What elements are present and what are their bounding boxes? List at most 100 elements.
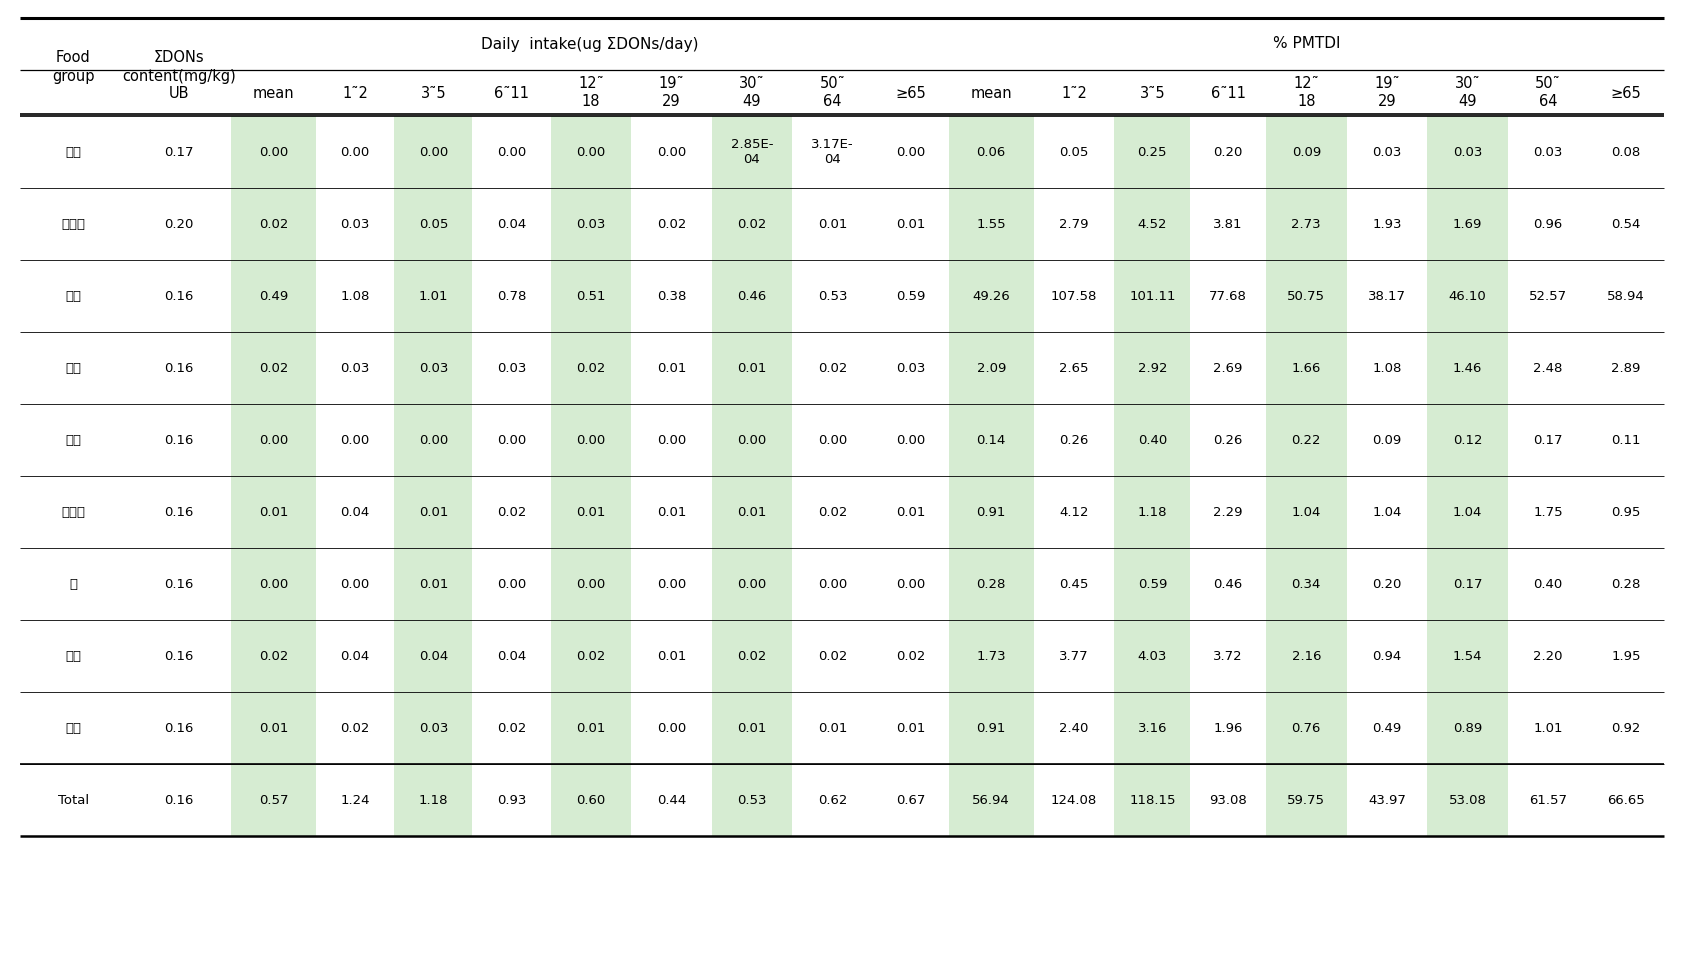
Text: 0.96: 0.96 bbox=[1534, 217, 1563, 231]
Text: 2.73: 2.73 bbox=[1292, 217, 1322, 231]
Text: 1.24: 1.24 bbox=[340, 794, 370, 806]
Text: 1.96: 1.96 bbox=[1214, 722, 1243, 734]
Text: 77.68: 77.68 bbox=[1209, 289, 1248, 303]
Text: 3.77: 3.77 bbox=[1059, 650, 1090, 662]
Text: 50˜
64: 50˜ 64 bbox=[1536, 77, 1561, 109]
Text: 0.00: 0.00 bbox=[497, 578, 525, 590]
Text: 0.54: 0.54 bbox=[1612, 217, 1640, 231]
Text: 1.95: 1.95 bbox=[1612, 650, 1640, 662]
Text: 0.04: 0.04 bbox=[497, 217, 525, 231]
Text: 0.02: 0.02 bbox=[896, 650, 926, 662]
Text: 1.18: 1.18 bbox=[419, 794, 448, 806]
Text: 0.03: 0.03 bbox=[497, 361, 525, 374]
Text: 0.02: 0.02 bbox=[259, 650, 288, 662]
Text: 0.00: 0.00 bbox=[738, 578, 766, 590]
Text: 0.00: 0.00 bbox=[340, 578, 370, 590]
Text: 50˜
64: 50˜ 64 bbox=[820, 77, 845, 109]
Text: 0.44: 0.44 bbox=[657, 794, 685, 806]
Text: 52.57: 52.57 bbox=[1529, 289, 1568, 303]
Text: 0.95: 0.95 bbox=[1612, 506, 1640, 518]
Text: 0.09: 0.09 bbox=[1372, 433, 1401, 446]
Text: 4.12: 4.12 bbox=[1059, 506, 1090, 518]
Text: 0.40: 0.40 bbox=[1534, 578, 1563, 590]
Text: 0.78: 0.78 bbox=[497, 289, 525, 303]
Text: 0.02: 0.02 bbox=[259, 217, 288, 231]
Text: 0.02: 0.02 bbox=[576, 361, 606, 374]
Text: 0.59: 0.59 bbox=[896, 289, 926, 303]
Bar bbox=[1266, 116, 1347, 836]
Text: 2.40: 2.40 bbox=[1059, 722, 1090, 734]
Text: 0.05: 0.05 bbox=[1059, 145, 1090, 159]
Text: 0.00: 0.00 bbox=[657, 433, 685, 446]
Text: 0.28: 0.28 bbox=[977, 578, 1005, 590]
Text: 0.00: 0.00 bbox=[896, 145, 925, 159]
Text: 3.72: 3.72 bbox=[1212, 650, 1243, 662]
Text: 3.16: 3.16 bbox=[1138, 722, 1167, 734]
Text: 0.89: 0.89 bbox=[1453, 722, 1482, 734]
Text: 2.79: 2.79 bbox=[1059, 217, 1090, 231]
Text: 0.01: 0.01 bbox=[576, 506, 606, 518]
Bar bbox=[948, 116, 1034, 836]
Bar bbox=[1115, 116, 1191, 836]
Text: 0.06: 0.06 bbox=[977, 145, 1005, 159]
Text: 0.93: 0.93 bbox=[497, 794, 525, 806]
Text: 2.48: 2.48 bbox=[1532, 361, 1563, 374]
Text: 1.01: 1.01 bbox=[419, 289, 448, 303]
Text: 기장: 기장 bbox=[66, 145, 81, 159]
Text: Daily  intake(ug ΣDONs/day): Daily intake(ug ΣDONs/day) bbox=[482, 36, 699, 52]
Text: 6˜11: 6˜11 bbox=[493, 86, 529, 100]
Text: 0.40: 0.40 bbox=[1138, 433, 1167, 446]
Text: 0.01: 0.01 bbox=[657, 650, 685, 662]
Text: 0.04: 0.04 bbox=[497, 650, 525, 662]
Text: 0.76: 0.76 bbox=[1292, 722, 1320, 734]
Text: 0.51: 0.51 bbox=[576, 289, 606, 303]
Text: 0.03: 0.03 bbox=[896, 361, 926, 374]
Text: 옥수수: 옥수수 bbox=[61, 506, 86, 518]
Text: 0.01: 0.01 bbox=[419, 506, 448, 518]
Text: 0.03: 0.03 bbox=[419, 722, 448, 734]
Text: 0.01: 0.01 bbox=[738, 361, 766, 374]
Text: 107.58: 107.58 bbox=[1051, 289, 1098, 303]
Text: 43.97: 43.97 bbox=[1367, 794, 1406, 806]
Text: 0.04: 0.04 bbox=[340, 506, 370, 518]
Text: 0.00: 0.00 bbox=[896, 578, 925, 590]
Text: 0.00: 0.00 bbox=[657, 145, 685, 159]
Text: 0.17: 0.17 bbox=[163, 145, 194, 159]
Text: 1.46: 1.46 bbox=[1453, 361, 1482, 374]
Text: 0.01: 0.01 bbox=[576, 722, 606, 734]
Text: 1.93: 1.93 bbox=[1372, 217, 1401, 231]
Text: 0.00: 0.00 bbox=[657, 722, 685, 734]
Text: 0.03: 0.03 bbox=[1372, 145, 1401, 159]
Text: 0.92: 0.92 bbox=[1612, 722, 1640, 734]
Text: 0.11: 0.11 bbox=[1612, 433, 1640, 446]
Text: 0.00: 0.00 bbox=[259, 145, 288, 159]
Text: 0.00: 0.00 bbox=[818, 578, 847, 590]
Text: 19˜
29: 19˜ 29 bbox=[658, 77, 684, 109]
Text: 58.94: 58.94 bbox=[1607, 289, 1645, 303]
Text: 0.12: 0.12 bbox=[1453, 433, 1482, 446]
Text: 0.17: 0.17 bbox=[1453, 578, 1482, 590]
Text: 12˜
18: 12˜ 18 bbox=[578, 77, 605, 109]
Text: 0.02: 0.02 bbox=[738, 650, 766, 662]
Text: 0.02: 0.02 bbox=[497, 506, 525, 518]
Text: 찹쌍: 찹쌍 bbox=[66, 650, 81, 662]
Text: Total: Total bbox=[57, 794, 89, 806]
Text: 보리: 보리 bbox=[66, 361, 81, 374]
Text: UB: UB bbox=[168, 86, 189, 100]
Bar bbox=[551, 116, 632, 836]
Text: 0.02: 0.02 bbox=[576, 650, 606, 662]
Text: 46.10: 46.10 bbox=[1448, 289, 1487, 303]
Text: 0.00: 0.00 bbox=[896, 433, 925, 446]
Text: 0.02: 0.02 bbox=[497, 722, 525, 734]
Text: ≥65: ≥65 bbox=[896, 86, 926, 100]
Text: 0.20: 0.20 bbox=[163, 217, 194, 231]
Text: 0.00: 0.00 bbox=[818, 433, 847, 446]
Text: 0.01: 0.01 bbox=[259, 506, 288, 518]
Text: 0.26: 0.26 bbox=[1214, 433, 1243, 446]
Text: 1.54: 1.54 bbox=[1453, 650, 1482, 662]
Text: 0.02: 0.02 bbox=[818, 361, 847, 374]
Text: 0.03: 0.03 bbox=[1532, 145, 1563, 159]
Text: 0.16: 0.16 bbox=[163, 578, 194, 590]
Text: 0.25: 0.25 bbox=[1138, 145, 1167, 159]
Text: 1.18: 1.18 bbox=[1138, 506, 1167, 518]
